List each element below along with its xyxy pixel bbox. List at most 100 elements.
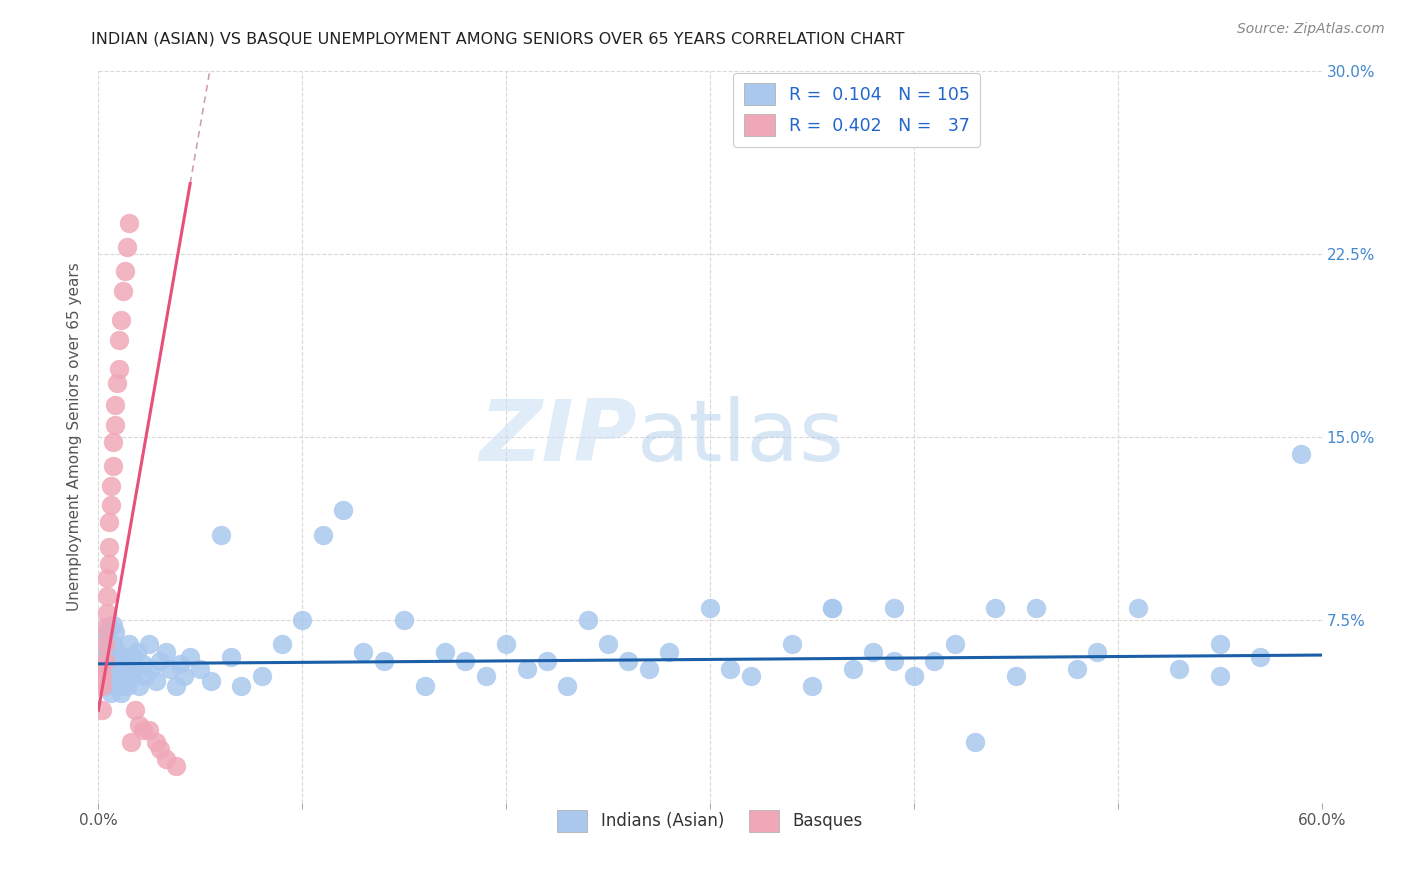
Point (132, 657, 155, 671)
Point (89, 649, 111, 664)
Point (101, 434, 124, 449)
Point (110, 313, 132, 327)
Point (883, 654, 905, 668)
Point (740, 669, 762, 683)
Point (97, 540, 120, 554)
Point (434, 645, 457, 659)
Point (115, 679, 138, 693)
Point (101, 654, 124, 668)
Point (821, 600, 844, 615)
Point (100, 686, 122, 700)
Point (104, 662, 127, 676)
Point (658, 645, 681, 659)
Point (110, 662, 132, 676)
Point (108, 333, 131, 347)
Point (93, 654, 115, 668)
Point (114, 264, 136, 278)
Point (111, 649, 134, 664)
Point (1291, 447, 1313, 461)
Point (104, 398, 127, 412)
Point (97, 516, 120, 530)
Point (127, 645, 149, 659)
Point (128, 718, 150, 732)
Point (145, 673, 167, 688)
Point (124, 703, 146, 717)
Text: Source: ZipAtlas.com: Source: ZipAtlas.com (1237, 22, 1385, 37)
Point (821, 600, 844, 615)
Point (105, 669, 128, 683)
Point (841, 662, 863, 676)
Point (1209, 637, 1232, 651)
Point (96, 625, 118, 640)
Point (1025, 600, 1047, 615)
Point (413, 679, 436, 693)
Point (93, 630, 115, 644)
Point (108, 361, 131, 376)
Point (91, 669, 114, 683)
Point (145, 735, 167, 749)
Point (100, 662, 122, 676)
Point (93, 620, 115, 634)
Point (97, 657, 120, 671)
Point (1209, 669, 1232, 683)
Point (165, 679, 187, 693)
Point (91, 662, 114, 676)
Point (922, 654, 945, 668)
Point (179, 649, 201, 664)
Point (91, 703, 114, 717)
Text: atlas: atlas (637, 395, 845, 479)
Point (165, 759, 187, 773)
Point (97, 673, 120, 688)
Point (637, 662, 661, 676)
Point (1249, 649, 1271, 664)
Point (105, 376, 128, 391)
Point (699, 600, 721, 615)
Point (943, 637, 966, 651)
Point (903, 669, 925, 683)
Point (312, 527, 335, 541)
Point (104, 417, 127, 432)
Point (122, 649, 145, 664)
Point (96, 669, 118, 683)
Point (104, 625, 127, 640)
Point (89, 662, 111, 676)
Point (118, 215, 141, 229)
Point (718, 662, 742, 676)
Point (104, 642, 127, 657)
Point (132, 723, 155, 737)
Point (93, 654, 115, 668)
Point (883, 600, 905, 615)
Point (200, 673, 222, 688)
Point (149, 742, 172, 756)
Point (100, 499, 122, 513)
Point (965, 735, 987, 749)
Point (598, 637, 620, 651)
Point (108, 654, 131, 668)
Point (111, 284, 134, 298)
Point (91, 637, 114, 651)
Point (118, 654, 141, 668)
Point (124, 662, 146, 676)
Point (1004, 669, 1026, 683)
Point (155, 645, 177, 659)
Text: INDIAN (ASIAN) VS BASQUE UNEMPLOYMENT AMONG SENIORS OVER 65 YEARS CORRELATION CH: INDIAN (ASIAN) VS BASQUE UNEMPLOYMENT AM… (91, 31, 905, 46)
Point (352, 645, 374, 659)
Point (536, 654, 558, 668)
Point (110, 686, 132, 700)
Point (454, 654, 477, 668)
Point (100, 479, 122, 493)
Point (97, 642, 120, 657)
Point (169, 657, 191, 671)
Point (984, 600, 1007, 615)
Point (149, 654, 172, 668)
Point (780, 637, 803, 651)
Point (1128, 600, 1150, 615)
Point (516, 662, 538, 676)
Point (138, 637, 160, 651)
Y-axis label: Unemployment Among Seniors over 65 years: Unemployment Among Seniors over 65 years (67, 263, 83, 611)
Point (96, 589, 118, 603)
Point (104, 679, 127, 693)
Point (108, 679, 131, 693)
Point (128, 679, 150, 693)
Point (141, 662, 163, 676)
